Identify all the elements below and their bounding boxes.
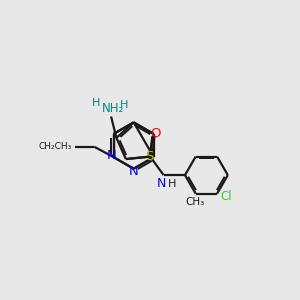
- Text: N: N: [106, 149, 116, 162]
- Text: N: N: [129, 165, 139, 178]
- Text: CH₂CH₃: CH₂CH₃: [38, 142, 71, 151]
- Text: H: H: [92, 98, 100, 108]
- Text: O: O: [151, 128, 161, 140]
- Text: NH₂: NH₂: [101, 102, 124, 115]
- Text: H: H: [168, 179, 176, 189]
- Text: CH₃: CH₃: [185, 197, 205, 207]
- Text: H: H: [120, 100, 129, 110]
- Text: Cl: Cl: [221, 190, 232, 203]
- Text: N: N: [157, 177, 166, 190]
- Text: S: S: [145, 150, 154, 163]
